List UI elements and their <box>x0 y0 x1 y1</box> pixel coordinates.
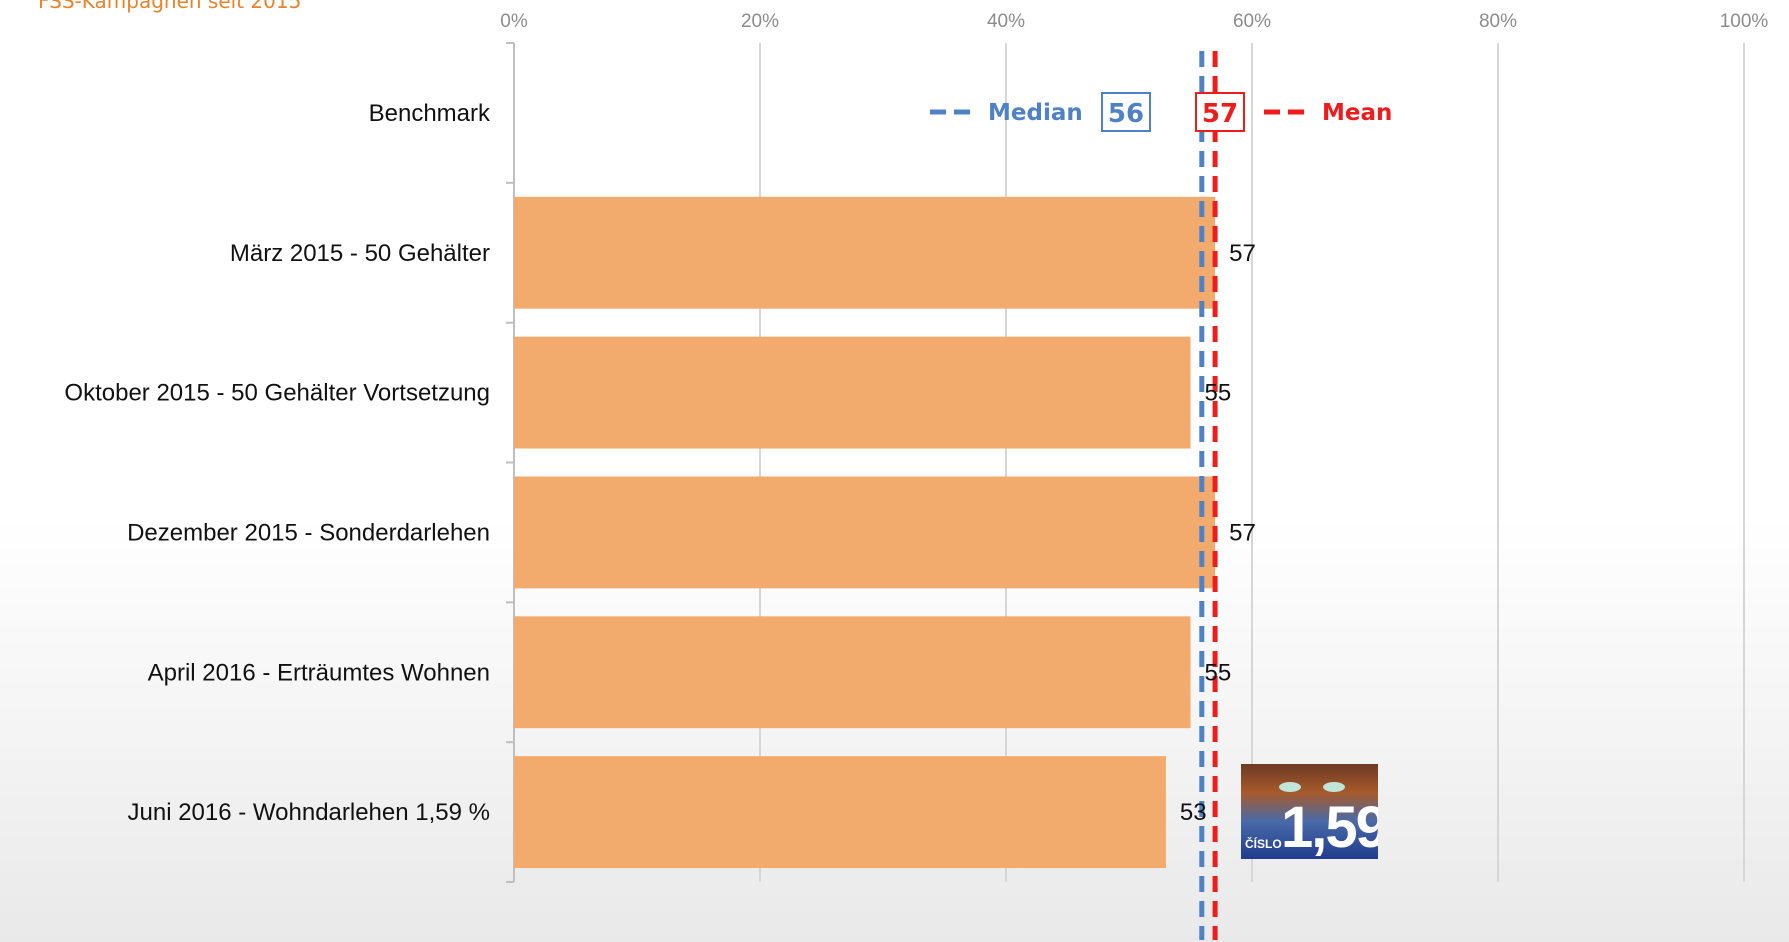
axis-layer <box>506 42 515 883</box>
x-tick-label: 100% <box>1720 11 1769 32</box>
grid-layer <box>759 43 1745 882</box>
median-value: 56 <box>1108 99 1144 129</box>
legend-label-median: Median <box>988 100 1083 126</box>
thumbnail-eye-right <box>1323 782 1345 792</box>
data-label: 55 <box>1205 380 1232 407</box>
thumbnail-caption: ČÍSLO <box>1245 837 1282 851</box>
mean-value: 57 <box>1202 99 1238 129</box>
category-label: März 2015 - 50 Gehälter <box>230 240 490 267</box>
x-tick-label: 0% <box>500 11 528 32</box>
legend-label-mean: Mean <box>1322 100 1392 126</box>
bar <box>514 476 1216 589</box>
category-label: April 2016 - Erträumtes Wohnen <box>148 659 490 686</box>
x-tick-label: 60% <box>1233 11 1271 32</box>
bar <box>514 616 1191 729</box>
reference-lines <box>1199 51 1218 940</box>
category-label: Benchmark <box>369 100 491 127</box>
bar <box>514 336 1191 449</box>
category-label: Juni 2016 - Wohndarlehen 1,59 % <box>128 799 490 826</box>
data-label: 55 <box>1205 659 1232 686</box>
chart-subtitle: FSS-Kampagnen seit 2015 <box>38 0 302 13</box>
thumbnail-eye-left <box>1279 782 1301 792</box>
data-label: 57 <box>1229 240 1256 267</box>
category-label: Dezember 2015 - Sonderdarlehen <box>127 519 490 546</box>
bar <box>514 196 1216 309</box>
data-label: 53 <box>1180 799 1207 826</box>
x-tick-label: 40% <box>987 11 1025 32</box>
x-tick-label: 20% <box>741 11 779 32</box>
bar <box>514 756 1166 869</box>
x-tick-label: 80% <box>1479 11 1517 32</box>
campaign-thumbnail: ČÍSLO 1,59 <box>1241 764 1378 859</box>
text-layer: 0% 20% 40% 60% 80% 100% Benchmark März 2015 - 5… <box>64 11 1768 826</box>
thumbnail-number: 1,59 <box>1281 795 1378 859</box>
data-label: 57 <box>1229 519 1256 546</box>
median-value-box <box>1101 92 1151 132</box>
mean-value-box <box>1195 92 1245 132</box>
category-label: Oktober 2015 - 50 Gehälter Vortsetzung <box>64 380 490 407</box>
bar-layer <box>514 196 1216 869</box>
